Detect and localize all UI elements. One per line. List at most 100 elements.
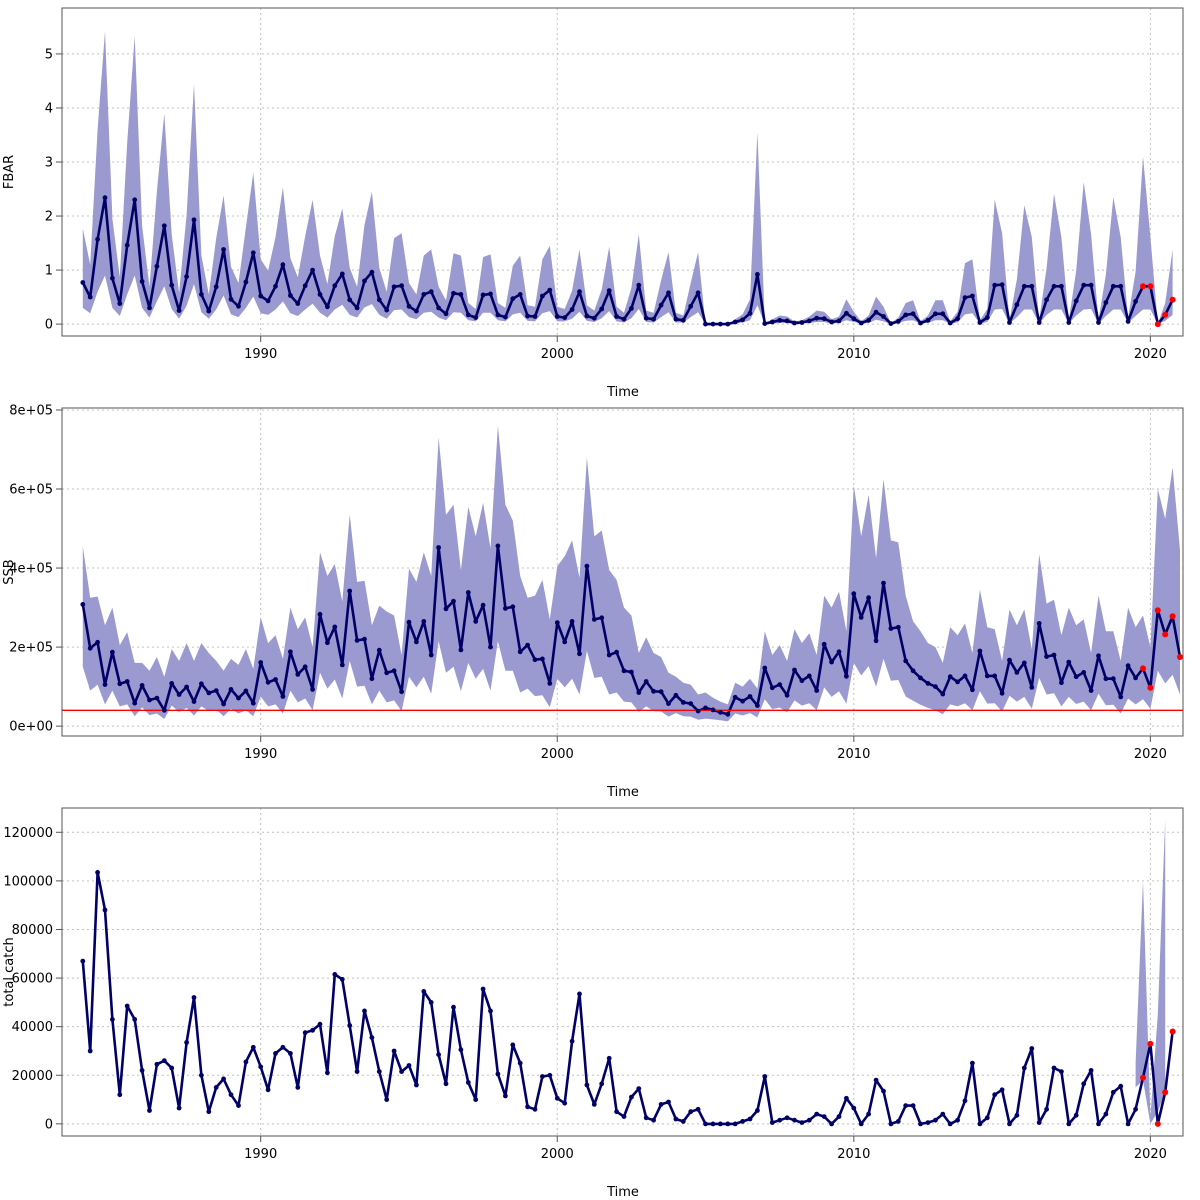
catch-data-point <box>933 1117 938 1123</box>
ssb-data-point <box>680 700 686 705</box>
catch-data-point <box>428 1000 434 1005</box>
catch-data-point <box>147 1108 152 1113</box>
fbar-y-tick-label: 3 <box>45 156 53 171</box>
ssb-y-tick-label: 2e+05 <box>9 641 53 656</box>
ssb-data-point <box>740 698 745 704</box>
ssb-data-point <box>569 619 575 624</box>
catch-data-point <box>547 1072 553 1078</box>
ssb-data-point <box>488 644 493 650</box>
fbar-data-point <box>1096 320 1101 325</box>
ssb-data-point <box>132 700 138 706</box>
fbar-data-point <box>903 312 909 318</box>
ssb-data-point <box>480 602 486 608</box>
catch-data-point <box>666 1099 671 1105</box>
catch-data-point <box>102 907 108 913</box>
catch-data-point <box>369 1035 375 1040</box>
catch-x-axis-label: Time <box>606 1185 639 1200</box>
catch-y-tick-label: 60000 <box>12 972 53 987</box>
ssb-data-point <box>95 639 100 645</box>
ssb-data-point <box>554 620 560 625</box>
fbar-x-tick-label: 2000 <box>541 347 574 362</box>
ssb-data-point <box>176 692 182 697</box>
ssb-data-point <box>243 688 249 694</box>
ssb-x-tick-label: 2020 <box>1134 747 1167 762</box>
fbar-data-point <box>984 315 990 320</box>
ssb-data-point <box>792 667 797 673</box>
catch-data-point <box>614 1109 619 1115</box>
ssb-y-tick-label: 6e+05 <box>9 483 53 498</box>
fbar-x-tick-label: 2020 <box>1134 347 1167 362</box>
catch-data-point <box>799 1120 805 1125</box>
catch-data-point <box>888 1121 894 1127</box>
catch-data-point <box>1096 1121 1101 1127</box>
catch-data-point <box>1007 1121 1012 1127</box>
ssb-data-point <box>369 676 375 682</box>
fbar-data-point <box>821 316 827 322</box>
fbar-data-point <box>695 290 701 296</box>
catch-data-point <box>769 1120 775 1125</box>
ssb-data-point <box>577 651 582 657</box>
catch-band <box>1135 820 1166 1124</box>
ssb-recent-point <box>1169 613 1176 620</box>
ssb-data-point <box>213 688 219 693</box>
fbar-data-point <box>243 279 249 285</box>
fbar-data-point <box>399 283 404 289</box>
fbar-x-tick-label: 2010 <box>837 347 870 362</box>
catch-data-point <box>87 1048 93 1054</box>
catch-data-point <box>451 1004 456 1010</box>
ssb-data-point <box>747 694 753 699</box>
ssb-data-point <box>614 649 619 655</box>
catch-recent-point <box>1162 1089 1169 1096</box>
ssb-data-point <box>184 684 190 690</box>
ssb-data-point <box>799 678 805 684</box>
ssb-data-point <box>606 652 612 658</box>
fbar-data-point <box>132 197 138 203</box>
catch-data-point <box>643 1115 649 1121</box>
ssb-band <box>82 425 1180 722</box>
fbar-data-point <box>614 314 619 319</box>
catch-data-point <box>673 1116 679 1122</box>
catch-x-tick-label: 2010 <box>837 1147 870 1162</box>
ssb-data-point <box>473 619 479 624</box>
fbar-data-point <box>777 317 783 323</box>
catch-data-point <box>228 1092 234 1098</box>
catch-data-point <box>844 1095 849 1101</box>
fbar-data-point <box>769 319 775 325</box>
fbar-data-point <box>376 297 382 303</box>
fbar-data-point <box>836 318 842 324</box>
fbar-data-point <box>236 303 241 309</box>
catch-data-point <box>110 1017 115 1022</box>
ssb-data-point <box>332 624 338 630</box>
catch-data-point <box>532 1106 538 1112</box>
catch-data-point <box>288 1051 293 1056</box>
catch-data-point <box>406 1063 412 1068</box>
ssb-data-point <box>421 619 427 624</box>
catch-data-point <box>169 1065 175 1071</box>
catch-data-point <box>762 1074 768 1079</box>
ssb-data-point <box>295 672 301 677</box>
ssb-data-point <box>80 602 86 607</box>
ssb-data-point <box>1073 674 1079 680</box>
catch-data-point <box>1059 1069 1064 1074</box>
ssb-data-point <box>161 707 167 713</box>
fbar-data-point <box>1059 283 1064 289</box>
ssb-data-point <box>933 684 938 689</box>
fbar-data-point <box>339 271 345 277</box>
fbar-data-point <box>169 282 175 288</box>
ssb-data-point <box>725 711 731 717</box>
fbar-data-point <box>999 282 1005 288</box>
catch-data-point <box>1051 1065 1057 1071</box>
catch-data-point <box>554 1095 560 1101</box>
ssb-data-point <box>999 690 1005 696</box>
fbar-data-point <box>1051 283 1057 289</box>
fbar-data-point <box>962 295 968 300</box>
ssb-plot-frame <box>61 407 1184 737</box>
catch-plot-frame <box>61 807 1184 1137</box>
catch-data-point <box>473 1097 479 1102</box>
catch-data-point <box>436 1052 441 1057</box>
catch-recent-point <box>1147 1040 1154 1047</box>
catch-data-point <box>510 1042 516 1048</box>
ssb-data-point <box>673 692 679 698</box>
fbar-data-point <box>161 223 167 229</box>
fbar-data-point <box>540 293 545 299</box>
